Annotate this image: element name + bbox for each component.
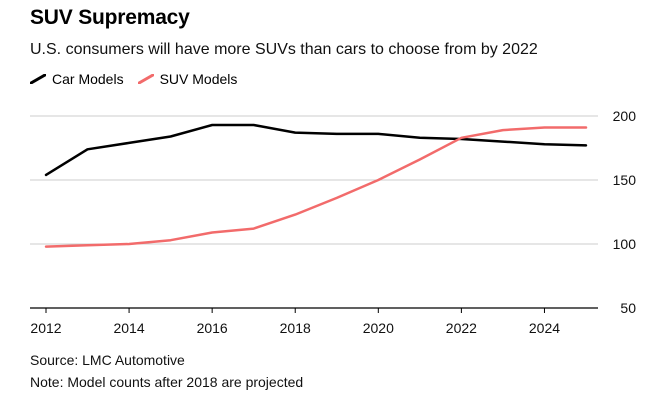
- x-tick-label: 2016: [197, 320, 228, 336]
- legend-item-suv: SUV Models: [137, 71, 238, 87]
- series-lines: [44, 123, 588, 248]
- x-tick-label: 2024: [529, 320, 560, 336]
- y-tick-label: 50: [620, 300, 636, 316]
- legend: Car Models SUV Models: [30, 71, 251, 87]
- legend-swatch-car: [30, 74, 46, 84]
- legend-swatch-suv: [137, 74, 154, 84]
- x-tick-label: 2014: [113, 320, 144, 336]
- x-axis-ticks: 2012 2014 2016 2018 2020 2022 2024: [30, 308, 560, 336]
- x-tick-label: 2022: [446, 320, 477, 336]
- x-tick-label: 2020: [363, 320, 394, 336]
- chart-subtitle: U.S. consumers will have more SUVs than …: [30, 41, 538, 58]
- projection-note: Note: Model counts after 2018 are projec…: [30, 374, 304, 390]
- legend-label-car: Car Models: [52, 71, 124, 87]
- series-line-suv-models: [44, 126, 588, 248]
- series-line-car-models: [44, 123, 588, 177]
- x-tick-label: 2012: [30, 320, 61, 336]
- y-tick-label: 100: [613, 236, 637, 252]
- grid-lines: [30, 115, 598, 309]
- x-tick-label: 2018: [280, 320, 311, 336]
- legend-label-suv: SUV Models: [159, 71, 238, 87]
- chart-title: SUV Supremacy: [30, 6, 190, 29]
- source-note: Source: LMC Automotive: [30, 352, 185, 368]
- y-axis-ticks: 200 150 100 50: [613, 108, 637, 316]
- y-tick-label: 150: [613, 172, 637, 188]
- legend-item-car: Car Models: [30, 71, 124, 87]
- y-tick-label: 200: [613, 108, 637, 124]
